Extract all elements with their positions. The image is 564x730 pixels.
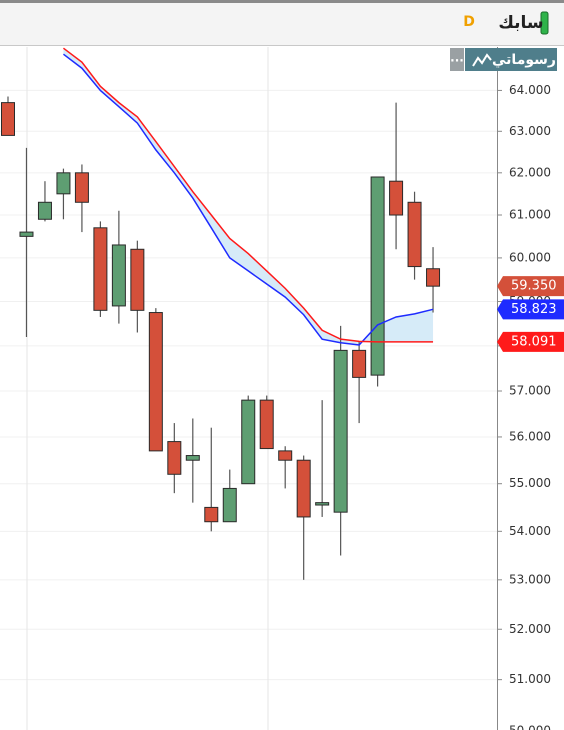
candle-body [185,455,200,461]
ma-line [62,53,434,346]
ma-price-label: 58.091 [511,334,557,349]
header-border [0,0,564,3]
y-tick-label: 52.000 [509,622,551,636]
candle-body [315,502,330,506]
y-tick-label: 62.000 [509,165,551,179]
more-button[interactable] [450,48,464,71]
candle-body [74,172,89,203]
ma-line [62,47,434,343]
last-price-label: 59.350 [511,279,557,294]
y-tick-label: 61.000 [509,208,551,222]
candle-body [241,399,256,485]
drawings-icon [472,53,492,67]
ma-price-label: 58.823 [511,302,557,317]
symbol: سابك [498,13,543,33]
candle-body [333,349,348,513]
interval: D [463,14,475,30]
last-price-label-box [497,276,564,297]
y-tick-label: 54.000 [509,524,551,538]
y-tick-label: 64.000 [509,83,551,97]
status-marker [540,11,549,35]
drawings-button[interactable] [465,48,557,71]
candle-body [130,248,145,311]
candle-body [426,268,441,287]
y-tick-label: 53.000 [509,572,551,586]
y-tick-label: 63.000 [509,124,551,138]
candle-body [111,244,126,307]
ma-price-label-box [497,299,564,320]
drawings-label: رسوماتي [492,52,556,68]
candle-body [56,172,71,195]
candle-body [204,506,219,523]
y-tick-label: 50.000 [509,724,551,730]
ma-price-label-box [497,331,564,352]
candle-body [389,180,404,216]
candle-body [148,312,163,452]
y-tick-label: 57.000 [509,384,551,398]
header-bar [0,0,564,46]
candle-body [259,399,274,450]
candle-body [278,450,293,461]
y-axis: 50.000 51.000 52.000 53.000 54.000 55.000 56.0… [497,83,551,730]
y-tick-label: 60.000 [509,250,551,264]
y-tick-label: 51.000 [509,672,551,686]
candle-body [167,441,182,475]
candle-body [93,227,108,311]
candle-body [37,201,52,220]
more-label: ... [450,51,464,65]
candle-body [222,487,237,523]
y-tick-label: 55.000 [509,476,551,490]
candle-body [19,231,34,237]
y-tick-label: 56.000 [509,429,551,443]
candle-body [1,102,15,136]
candle-body [352,349,367,378]
candle-body [370,176,385,376]
candle-body [296,459,311,518]
candle-body [407,201,422,268]
